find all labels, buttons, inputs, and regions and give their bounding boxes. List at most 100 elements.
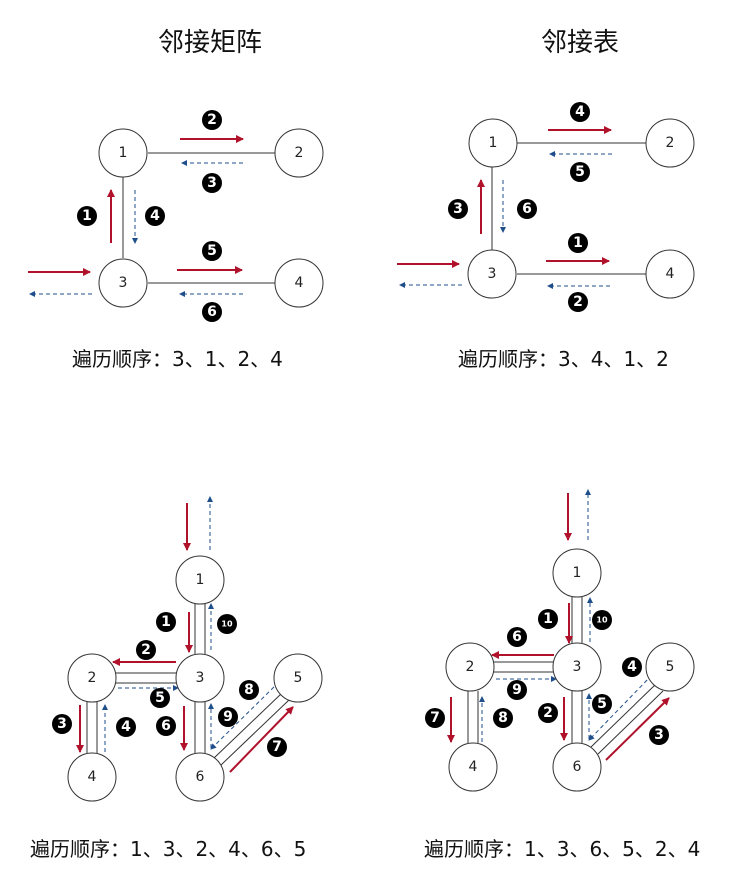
svg-text:8: 8: [244, 682, 254, 698]
node-2: 2: [445, 642, 495, 692]
step-badge-8: 8: [493, 708, 513, 728]
node-2: 2: [67, 653, 117, 703]
step-badge-8: 8: [239, 680, 259, 700]
svg-text:2: 2: [88, 670, 97, 686]
step-badge-5: 5: [570, 162, 590, 182]
svg-text:4: 4: [666, 266, 675, 282]
node-4: 4: [645, 249, 695, 299]
step-badge-9: 9: [218, 707, 238, 727]
order-list-top: 遍历顺序：3、4、1、2: [458, 347, 669, 371]
svg-text:10: 10: [221, 620, 233, 629]
svg-text:2: 2: [543, 705, 553, 721]
node-1: 1: [468, 118, 518, 168]
svg-text:5: 5: [207, 243, 217, 259]
svg-text:3: 3: [207, 175, 217, 191]
step-badge-2: 2: [202, 110, 222, 130]
node-3: 3: [552, 642, 602, 692]
node-3: 3: [98, 258, 148, 308]
node-5: 5: [273, 653, 323, 703]
step-badge-4: 4: [570, 102, 590, 122]
node-3: 3: [467, 249, 517, 299]
svg-text:1: 1: [573, 235, 583, 251]
svg-text:3: 3: [573, 659, 582, 675]
svg-text:4: 4: [88, 769, 97, 785]
node-1: 1: [175, 555, 225, 605]
step-arrow-3: [605, 697, 670, 761]
step-badge-5: 5: [592, 694, 612, 714]
step-badge-1: 1: [156, 612, 176, 632]
svg-text:2: 2: [141, 642, 151, 658]
step-badge-3: 3: [202, 173, 222, 193]
svg-text:5: 5: [294, 670, 303, 686]
step-badge-7: 7: [267, 737, 287, 757]
svg-text:9: 9: [512, 682, 522, 698]
node-2: 2: [274, 128, 324, 178]
node-6: 6: [175, 752, 225, 802]
svg-text:6: 6: [512, 629, 522, 645]
graph-list-bottom: 1 2 3 4 5 6 1 2 3 4 5 6 7 8 9 10: [425, 489, 695, 792]
step-badge-7: 7: [425, 708, 445, 728]
svg-text:4: 4: [575, 104, 585, 120]
node-4: 4: [67, 752, 117, 802]
node-4: 4: [448, 742, 498, 792]
svg-text:1: 1: [196, 572, 205, 588]
svg-text:3: 3: [119, 275, 128, 291]
svg-text:7: 7: [430, 710, 440, 726]
step-badge-1: 1: [568, 233, 588, 253]
step-badge-1: 1: [538, 609, 558, 629]
step-badge-10: 10: [217, 614, 237, 634]
svg-text:8: 8: [498, 710, 508, 726]
svg-text:3: 3: [57, 716, 67, 732]
step-badge-5: 5: [202, 241, 222, 261]
svg-text:4: 4: [295, 275, 304, 291]
step-badge-10: 10: [592, 610, 612, 630]
svg-text:3: 3: [196, 670, 205, 686]
svg-text:3: 3: [488, 266, 497, 282]
node-1: 1: [552, 548, 602, 598]
svg-text:2: 2: [573, 294, 583, 310]
svg-text:6: 6: [161, 718, 171, 734]
title-matrix: 邻接矩阵: [157, 28, 262, 58]
svg-text:7: 7: [272, 739, 282, 755]
step-badge-3: 3: [448, 199, 468, 219]
step-badge-4: 4: [145, 206, 165, 226]
step-badge-2: 2: [538, 703, 558, 723]
step-badge-4: 4: [116, 717, 136, 737]
step-badge-6: 6: [517, 199, 537, 219]
step-badge-3: 3: [649, 725, 669, 745]
svg-text:1: 1: [119, 145, 128, 161]
svg-text:2: 2: [207, 112, 217, 128]
node-5: 5: [645, 642, 695, 692]
svg-text:6: 6: [196, 769, 205, 785]
svg-text:3: 3: [654, 727, 664, 743]
svg-text:1: 1: [489, 135, 498, 151]
svg-text:6: 6: [207, 304, 217, 320]
graph-matrix-bottom: 1 2 3 4 5 6 1 2 3 4 5 6 7 8 9 10: [52, 496, 323, 802]
graph-list-top: 1 2 3 4 1 2 3 4 5 6: [397, 102, 695, 312]
graph-matrix-top: 1 2 3 4 1 2 3 4 5 6: [28, 110, 324, 322]
node-6: 6: [552, 742, 602, 792]
order-matrix-bottom: 遍历顺序：1、3、2、4、6、5: [30, 837, 307, 861]
node-1: 1: [98, 128, 148, 178]
step-arrow-8: [210, 681, 280, 750]
svg-text:6: 6: [522, 201, 532, 217]
step-badge-2: 2: [568, 292, 588, 312]
step-badge-5: 5: [150, 688, 170, 708]
svg-text:4: 4: [121, 719, 131, 735]
order-matrix-top: 遍历顺序：3、1、2、4: [72, 347, 283, 371]
svg-text:5: 5: [575, 164, 585, 180]
svg-text:5: 5: [155, 690, 165, 706]
svg-text:1: 1: [161, 614, 171, 630]
node-4: 4: [274, 258, 324, 308]
step-badge-4: 4: [622, 657, 642, 677]
svg-text:9: 9: [223, 709, 233, 725]
order-list-bottom: 遍历顺序：1、3、6、5、2、4: [424, 837, 701, 861]
step-badge-6: 6: [507, 627, 527, 647]
step-badge-3: 3: [52, 714, 72, 734]
svg-text:1: 1: [543, 611, 553, 627]
svg-text:6: 6: [573, 759, 582, 775]
svg-text:2: 2: [466, 659, 475, 675]
title-list: 邻接表: [540, 28, 619, 58]
step-badge-9: 9: [507, 680, 527, 700]
